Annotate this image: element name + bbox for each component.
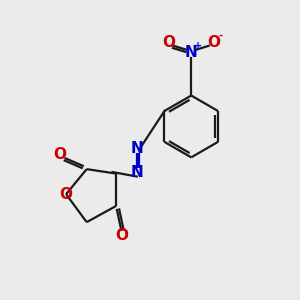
- Text: +: +: [194, 41, 202, 51]
- Text: O: O: [60, 187, 73, 202]
- Text: O: O: [116, 228, 128, 243]
- Text: N: N: [130, 165, 143, 180]
- Text: O: O: [208, 35, 221, 50]
- Text: N: N: [130, 141, 143, 156]
- Text: -: -: [219, 31, 223, 41]
- Text: O: O: [162, 35, 175, 50]
- Text: N: N: [185, 45, 198, 60]
- Text: O: O: [54, 147, 67, 162]
